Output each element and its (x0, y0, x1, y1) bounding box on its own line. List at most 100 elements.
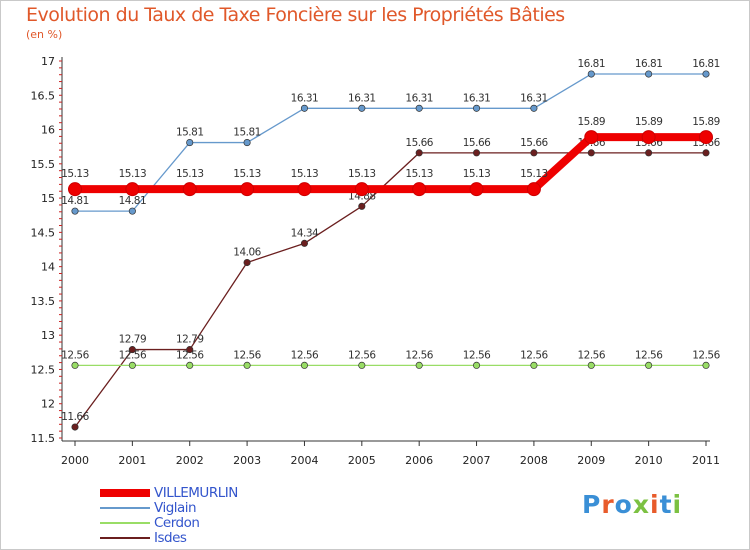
data-label: 12.56 (463, 349, 491, 361)
data-point (587, 149, 595, 157)
data-point (645, 70, 653, 78)
data-label: 15.13 (405, 168, 433, 180)
y-tick-label: 14.5 (31, 226, 56, 239)
proxiti-logo: Proxiti (582, 490, 682, 519)
data-label: 15.89 (692, 116, 720, 128)
y-tick-label: 11.5 (31, 432, 56, 445)
data-point (240, 182, 255, 197)
data-point (415, 104, 423, 112)
data-point (125, 182, 140, 197)
data-point (68, 182, 82, 197)
logo-letter: t (659, 490, 673, 519)
data-label: 15.13 (61, 168, 89, 180)
data-point (186, 139, 194, 147)
data-label: 12.56 (520, 349, 548, 361)
chart-subtitle: (en %) (26, 28, 63, 41)
legend-swatch (100, 522, 150, 524)
data-label: 15.81 (233, 127, 261, 139)
series-line (75, 133, 706, 194)
data-point (243, 258, 251, 267)
legend-item-isdes: Isdes (100, 530, 300, 546)
data-label: 12.79 (176, 334, 204, 346)
data-label: 15.66 (463, 137, 491, 149)
logo-letter: r (601, 490, 615, 519)
data-label: 15.13 (291, 168, 319, 180)
data-point (472, 104, 481, 112)
x-tick-label: 2003 (233, 454, 261, 467)
data-label: 12.56 (692, 349, 720, 361)
x-tick-label: 2001 (118, 454, 146, 467)
data-label: 12.56 (405, 349, 433, 361)
data-point (469, 182, 484, 197)
data-label: 14.81 (119, 195, 147, 207)
data-point (415, 361, 423, 369)
data-point (584, 130, 599, 145)
data-label: 15.13 (233, 168, 261, 180)
data-label: 15.13 (176, 168, 204, 180)
data-label: 12.56 (577, 349, 605, 361)
data-point (128, 207, 136, 215)
data-point (300, 361, 309, 369)
data-label: 16.31 (405, 92, 433, 104)
x-tick-label: 2011 (692, 454, 720, 467)
logo-letter: i (672, 490, 683, 519)
data-point (641, 130, 656, 145)
series-viglain: 14.81 14.81 15.81 15.81 16.31 16.31 16.31 16.31… (61, 58, 720, 215)
data-point (702, 70, 710, 78)
data-point (530, 104, 538, 112)
data-point (300, 239, 309, 247)
x-tick-label: 2009 (577, 454, 605, 467)
x-tick-label: 2007 (463, 454, 491, 467)
data-point (71, 361, 79, 369)
data-label: 15.13 (463, 168, 491, 180)
data-point (472, 361, 481, 369)
x-tick-label: 2006 (405, 454, 433, 467)
y-tick-label: 16.5 (31, 89, 56, 102)
data-point (243, 139, 251, 147)
data-point (300, 104, 309, 112)
data-point (530, 149, 538, 157)
logo-letter: x (632, 490, 650, 519)
data-label: 11.66 (61, 411, 89, 423)
legend-label: Viglain (154, 500, 197, 516)
data-label: 16.81 (577, 58, 605, 70)
data-point (702, 361, 710, 369)
data-label: 12.56 (291, 349, 319, 361)
data-point (186, 361, 194, 369)
y-tick-label: 12.5 (31, 363, 56, 376)
data-point (702, 149, 710, 157)
data-point (587, 361, 595, 369)
x-tick-label: 2002 (176, 454, 204, 467)
data-label: 15.66 (520, 137, 548, 149)
legend-swatch (100, 489, 150, 497)
data-label: 15.13 (520, 168, 548, 180)
data-point (128, 361, 136, 369)
data-label: 12.79 (119, 334, 147, 346)
series-line (74, 152, 706, 428)
x-tick-label: 2004 (290, 454, 318, 467)
data-point (71, 423, 79, 431)
data-label: 16.31 (520, 92, 548, 104)
series-cerdon: 12.56 12.56 12.56 12.56 12.56 12.56 12.56 12.56… (61, 349, 721, 369)
logo-letter: i (650, 490, 660, 519)
y-tick-label: 13.5 (31, 295, 56, 308)
y-tick-label: 17 (41, 55, 55, 68)
legend-label: Isdes (154, 530, 187, 546)
y-tick-label: 13 (41, 329, 55, 342)
data-point (415, 149, 423, 157)
series-isdes: 11.66 12.79 12.79 14.06 14.34 14.88 15.66 15.66… (61, 137, 721, 431)
x-tick-label: 2008 (520, 454, 548, 467)
data-point (645, 149, 653, 157)
data-label: 12.56 (233, 349, 261, 361)
logo-letter: o (614, 490, 633, 519)
legend-item-viglain: Viglain (100, 500, 300, 516)
data-label: 12.56 (119, 349, 147, 361)
series-line (75, 73, 706, 212)
data-label: 16.31 (348, 92, 376, 104)
y-tick-label: 15 (41, 192, 55, 205)
data-point (182, 182, 197, 197)
data-point (71, 207, 79, 215)
data-label: 16.31 (291, 92, 319, 104)
data-label: 14.06 (233, 247, 261, 259)
